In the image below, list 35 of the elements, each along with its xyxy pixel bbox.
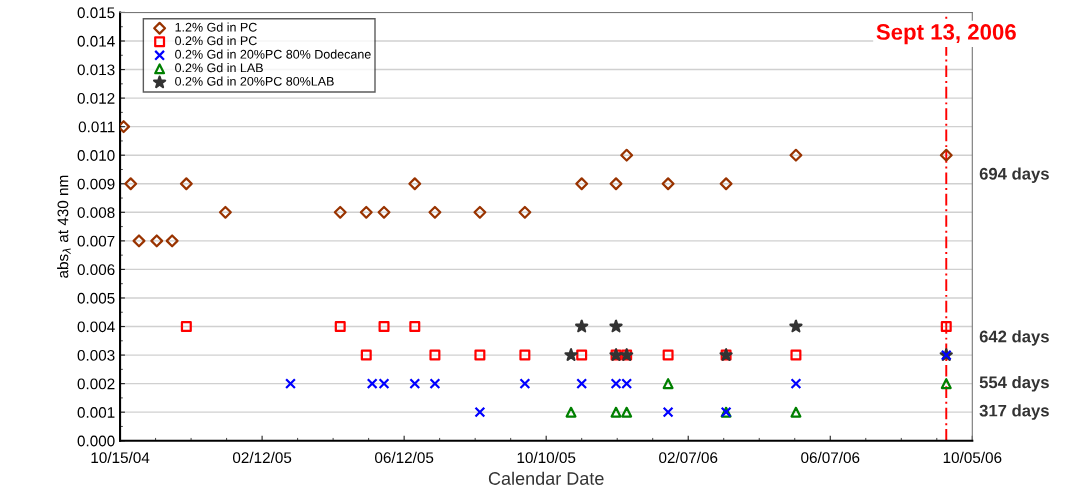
y-tick-label: 0.006 (77, 264, 115, 276)
x-tick-label: 10/15/04 (91, 451, 150, 464)
legend-label: 1.2% Gd in PC (175, 22, 257, 32)
y-tick-label: 0.012 (77, 92, 115, 104)
x-tick-label: 02/12/05 (232, 451, 292, 464)
y-tick-label: 0.011 (78, 121, 115, 133)
y-tick-label: 0.015 (77, 7, 115, 19)
x-tick-label: 10/10/05 (517, 451, 576, 464)
legend-label: 0.2% Gd in 20%PC 80% Dodecane (175, 49, 371, 59)
y-tick-label: 0.009 (77, 178, 115, 190)
x-axis-title: Calendar Date (488, 471, 604, 485)
text: 554 days (979, 376, 1049, 392)
y-tick-label: 0.008 (77, 207, 115, 218)
y-tick-label: 0.002 (77, 378, 115, 390)
y-tick-label: 0.013 (77, 64, 115, 76)
y-tick-label: 0.000 (77, 435, 115, 447)
x-tick-label: 06/07/06 (801, 451, 860, 464)
y-tick-label: 0.003 (77, 349, 115, 361)
legend-label: 0.2% Gd in LAB (175, 63, 263, 73)
y-tick-label: 0.014 (77, 35, 115, 47)
y-axis-title: abs$_{λ}$ at 430 nm (57, 175, 71, 278)
text: 642 days (979, 330, 1049, 346)
y-tick-label: 0.007 (77, 235, 115, 247)
ref-line-label: Sept 13, 2006 (876, 24, 1016, 45)
y-tick-label: 0.005 (77, 292, 115, 304)
x-tick-label: 10/05/06 (943, 451, 1002, 464)
legend-label: 0.2% Gd in 20%PC 80%LAB (175, 76, 334, 86)
y-tick-label: 0.001 (77, 407, 115, 418)
x-tick-label: 06/12/05 (375, 451, 434, 464)
text: 694 days (979, 167, 1049, 183)
legend-label: 0.2% Gd in PC (175, 35, 257, 46)
x-tick-label: 02/07/06 (659, 451, 718, 464)
y-tick-label: 0.004 (77, 321, 115, 333)
y-tick-label: 0.010 (77, 150, 115, 161)
text: 317 days (979, 404, 1049, 420)
